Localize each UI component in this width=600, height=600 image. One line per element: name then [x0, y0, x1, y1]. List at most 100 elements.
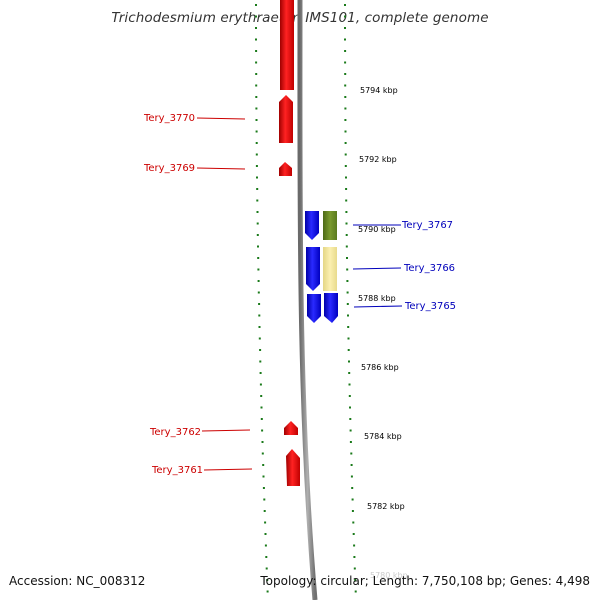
gene-label-tery-3766[interactable]: Tery_3766 [403, 263, 455, 274]
outer-ring-dot [344, 61, 347, 64]
inner-ring-dot [264, 533, 267, 535]
inner-ring-dot [255, 107, 258, 110]
ruler-label-5794: 5794 kbp [360, 86, 398, 95]
accession-text: Accession: NC_008312 [9, 574, 146, 588]
gene-label-tery-3769[interactable]: Tery_3769 [143, 163, 195, 174]
outer-ring-dot [354, 579, 357, 581]
ruler-label-5784: 5784 kbp [364, 432, 402, 441]
outer-ring-dot [344, 142, 347, 144]
gene-tery-3761-arrow[interactable] [286, 449, 300, 486]
inner-ring-dot [263, 498, 266, 501]
inner-ring-dot [256, 211, 259, 213]
inner-ring-dot [264, 544, 267, 547]
outer-ring-dot [344, 27, 346, 29]
outer-ring-dot [347, 314, 349, 317]
outer-ring-dot [348, 372, 351, 374]
outer-ring-dot [354, 590, 357, 593]
leader-line-tery-3761 [203, 468, 253, 471]
outer-ring-dot [346, 257, 348, 259]
inner-ring-dot [258, 314, 261, 317]
outer-ring-dot [345, 245, 348, 248]
inner-ring-dot [265, 556, 268, 558]
inner-ring-dot [262, 475, 265, 478]
outer-ring-dot [353, 567, 356, 570]
inner-ring-dot [256, 222, 259, 225]
outer-ring-dot [353, 556, 356, 558]
inner-ring-dot [258, 303, 261, 305]
outer-ring-dot [347, 337, 350, 340]
inner-ring-dot [256, 188, 259, 190]
inner-ring-dot [255, 84, 258, 87]
inner-ring-dot [255, 96, 258, 98]
ruler-label-5786: 5786 kbp [361, 363, 399, 372]
inner-ring-dot [261, 429, 264, 432]
outer-ring-dot [344, 96, 347, 98]
outer-ring-dot [346, 291, 349, 294]
ruler-label-5788: 5788 kbp [358, 294, 396, 303]
genome-backbone [297, 0, 318, 600]
gene-label-tery-3767[interactable]: Tery_3767 [401, 220, 453, 231]
gene-label-tery-3762[interactable]: Tery_3762 [149, 427, 201, 438]
outer-ring-dot [344, 165, 347, 167]
outer-ring-dot [351, 498, 354, 501]
inner-ring-dot [255, 165, 258, 167]
inner-ring-dot [260, 395, 263, 397]
outer-ring-dot [344, 50, 347, 52]
leader-line-tery-3762 [201, 429, 251, 432]
inner-ring-dot [259, 372, 262, 374]
genome-summary-text: Topology: circular; Length: 7,750,108 bp… [260, 574, 590, 588]
gene-tery-3766-arrow[interactable] [306, 247, 320, 291]
outer-ring-dot [345, 211, 348, 213]
inner-ring-dot [266, 579, 269, 581]
ruler-label-5792: 5792 kbp [359, 155, 397, 164]
gene-tery-3770-arrow[interactable] [279, 95, 293, 143]
gene-tery-3762-arrow[interactable] [284, 421, 298, 435]
gene-label-tery-3761[interactable]: Tery_3761 [151, 465, 203, 476]
dotted-rings [255, 4, 357, 593]
ruler-label-5780: 5780 kbp [370, 571, 408, 580]
inner-ring-dot [262, 487, 265, 489]
ruler-label-5782: 5782 kbp [367, 502, 405, 511]
outer-ring-dot [349, 429, 352, 432]
outer-ring-dot [350, 464, 353, 466]
gene-tery-3765-arrow[interactable] [307, 294, 321, 323]
inner-ring-dot [260, 406, 263, 409]
outer-ring-dot [350, 475, 353, 478]
outer-ring-dot [352, 533, 355, 535]
outer-ring-dot [345, 188, 348, 190]
outer-ring-dot [344, 4, 346, 6]
inner-ring-dot [261, 441, 264, 443]
inner-ring-dot [258, 337, 261, 340]
outer-ring-dot [349, 418, 352, 420]
outer-ring-dot [351, 510, 354, 512]
outer-ring-dot [344, 38, 346, 41]
gene-tery-3769-arrow[interactable] [279, 162, 292, 176]
leader-line-tery-3770 [196, 117, 246, 120]
outer-ring-dot [349, 406, 351, 409]
inner-ring-dot [255, 130, 258, 133]
gene-tery-3771-block[interactable] [280, 0, 294, 90]
gene-tery-3765-block[interactable] [324, 293, 338, 323]
inner-ring-dot [257, 245, 259, 248]
inner-ring-dot [255, 4, 257, 6]
outer-ring-dot [344, 15, 346, 18]
outer-ring-dot [353, 544, 356, 547]
gene-tery-3767-arrow[interactable] [305, 211, 319, 240]
inner-ring-dot [257, 280, 260, 282]
gene-label-tery-3770[interactable]: Tery_3770 [143, 113, 195, 124]
outer-ring-dot [348, 360, 350, 363]
inner-ring-dot [257, 291, 260, 294]
inner-ring-dot [255, 27, 257, 29]
outer-ring-dot [344, 130, 347, 133]
outer-ring-dot [346, 303, 349, 305]
gene-tery-3766-block[interactable] [323, 247, 337, 291]
outer-ring-dot [344, 107, 347, 110]
gene-label-tery-3765[interactable]: Tery_3765 [404, 301, 456, 312]
gene-tery-3767-block[interactable] [323, 211, 337, 240]
outer-ring-dot [344, 84, 347, 87]
outer-ring-dot [344, 119, 347, 121]
inner-ring-dot [255, 38, 257, 41]
inner-ring-dot [255, 15, 257, 18]
leader-line-tery-3765 [353, 305, 403, 308]
